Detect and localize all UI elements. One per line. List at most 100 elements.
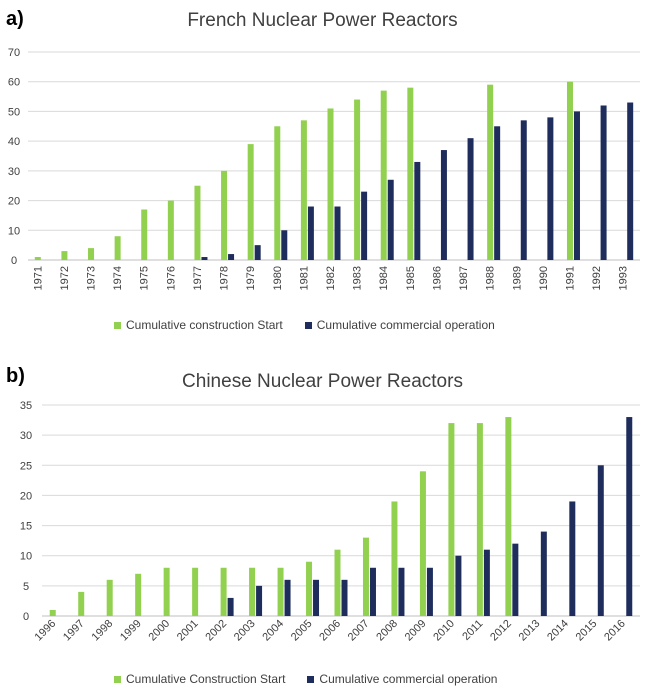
bar-construction-start (505, 417, 512, 616)
bar-commercial-operation (600, 105, 607, 260)
bar-commercial-operation (201, 257, 208, 260)
x-tick-label: 1990 (538, 266, 550, 290)
bar-commercial-operation (307, 206, 314, 260)
bar-construction-start (163, 567, 170, 616)
bar-construction-start (249, 567, 256, 616)
bar-commercial-operation (426, 567, 433, 616)
bar-construction-start (448, 423, 455, 616)
legend-swatch (114, 321, 121, 329)
x-tick-label: 1979 (245, 266, 257, 290)
bar-construction-start (192, 567, 199, 616)
bar-construction-start (274, 126, 281, 261)
bar-construction-start (247, 144, 254, 260)
legend-label: Cumulative commercial operation (316, 318, 495, 332)
x-tick-label: 2000 (146, 618, 172, 644)
y-tick-label: 0 (23, 611, 29, 623)
legend-swatch (307, 675, 315, 683)
x-tick-label: 2005 (289, 618, 315, 644)
bar-construction-start (114, 236, 121, 260)
chart-panel-a: a) French Nuclear Power Reactors 0 10 20 30… (0, 0, 645, 345)
bar-commercial-operation (626, 417, 633, 616)
y-tick-label: 25 (20, 460, 32, 472)
legend-item: Cumulative commercial operation (307, 672, 497, 686)
x-tick-label: 1984 (378, 266, 390, 290)
x-tick-label: 1983 (352, 266, 364, 290)
x-tick-label: 1997 (61, 618, 87, 644)
y-tick-label: 35 (20, 400, 32, 412)
x-tick-label: 2002 (203, 618, 229, 644)
x-tick-label: 1992 (591, 266, 603, 290)
y-tick-label: 30 (8, 166, 20, 178)
bar-construction-start (34, 257, 41, 260)
x-tick-label: 2012 (488, 618, 514, 644)
bar-commercial-operation (569, 501, 576, 616)
x-tick-label: 2009 (403, 618, 429, 644)
bar-construction-start (566, 81, 573, 260)
bar-commercial-operation (520, 120, 527, 260)
x-tick-label: 2003 (232, 618, 258, 644)
bar-commercial-operation (387, 179, 394, 260)
x-tick-label: 1991 (564, 266, 576, 290)
x-tick-label: 2001 (175, 618, 201, 644)
x-tick-label: 1987 (458, 266, 470, 290)
bar-commercial-operation (334, 206, 341, 260)
bar-commercial-operation (341, 579, 348, 616)
bar-commercial-operation (414, 161, 421, 260)
bar-construction-start (354, 99, 361, 261)
bar-construction-start (407, 87, 414, 261)
x-tick-label: 1981 (298, 266, 310, 290)
bar-construction-start (334, 549, 341, 616)
legend-label: Cumulative Construction Start (126, 672, 286, 686)
chart-title: Chinese Nuclear Power Reactors (182, 371, 463, 392)
x-tick-label: 1973 (86, 266, 98, 290)
panel-label: b) (6, 365, 25, 387)
bar-construction-start (220, 567, 227, 616)
bar-construction-start (141, 209, 148, 260)
bar-construction-start (167, 200, 174, 260)
y-tick-label: 50 (8, 106, 20, 118)
bar-construction-start (88, 248, 95, 260)
bar-commercial-operation (254, 245, 261, 260)
x-tick-label: 1999 (118, 618, 144, 644)
legend-item: Cumulative commercial operation (304, 318, 495, 332)
bar-commercial-operation (573, 111, 580, 260)
bar-construction-start (487, 84, 494, 260)
x-tick-label: 1977 (192, 266, 204, 290)
y-tick-label: 0 (11, 255, 17, 267)
bar-commercial-operation (369, 567, 376, 616)
y-tick-label: 20 (8, 196, 20, 208)
bar-construction-start (78, 591, 85, 616)
bar-commercial-operation (227, 597, 234, 616)
bar-commercial-operation (281, 230, 288, 260)
bar-commercial-operation (455, 555, 462, 616)
x-tick-label: 2015 (574, 618, 600, 644)
bar-commercial-operation (313, 579, 320, 616)
y-tick-label: 10 (20, 551, 32, 563)
bar-construction-start (106, 579, 113, 616)
x-tick-label: 1998 (90, 618, 116, 644)
bar-construction-start (277, 567, 284, 616)
legend-label: Cumulative construction Start (126, 318, 283, 332)
bar-construction-start (135, 573, 142, 616)
bar-construction-start (362, 537, 369, 616)
chart-canvas: 0 10 20 30 40 50 60 70 1971 1972 1973 1974 1975 1976 1… (8, 47, 640, 290)
legend-label: Cumulative commercial operation (319, 672, 498, 686)
x-tick-label: 2004 (260, 618, 286, 644)
x-tick-label: 1974 (112, 266, 124, 290)
bar-construction-start (380, 90, 387, 260)
y-tick-label: 30 (20, 430, 32, 442)
x-tick-label: 1989 (511, 266, 523, 290)
x-tick-label: 1986 (431, 266, 443, 290)
bar-commercial-operation (494, 126, 501, 261)
bar-commercial-operation (228, 254, 235, 260)
chart-panel-b: b) Chinese Nuclear Power Reactors 0 5 10 15… (0, 345, 645, 694)
x-tick-label: 1980 (272, 266, 284, 290)
y-tick-label: 5 (23, 581, 29, 593)
bar-construction-start (49, 609, 56, 616)
x-tick-label: 1971 (32, 266, 44, 290)
x-tick-label: 2014 (545, 618, 571, 644)
bar-commercial-operation (467, 138, 474, 260)
x-tick-label: 2010 (431, 618, 457, 644)
x-tick-label: 1996 (33, 618, 59, 644)
